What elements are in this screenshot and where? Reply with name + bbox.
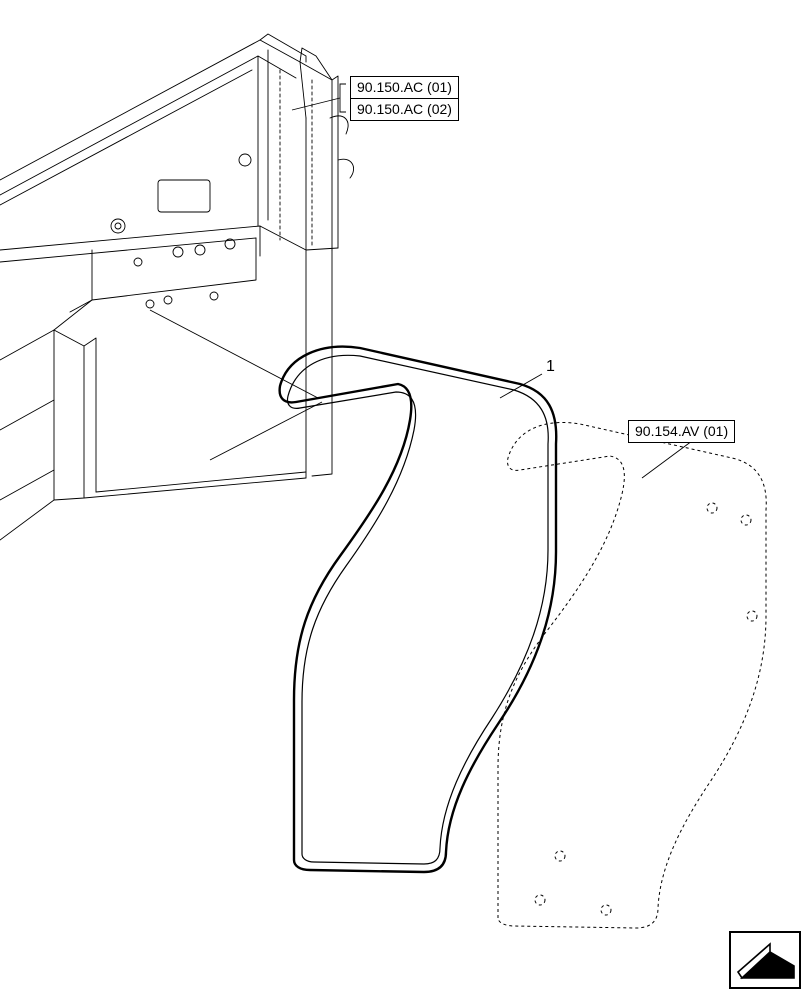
- cab-frame: [0, 34, 354, 540]
- ref-label-ac-01: 90.150.AC (01): [350, 76, 459, 99]
- ref-label-av-01: 90.154.AV (01): [628, 420, 735, 443]
- diagram-canvas: 90.150.AC (01) 90.150.AC (02) 90.154.AV …: [0, 0, 812, 1000]
- ref-label-ac-02: 90.150.AC (02): [350, 98, 459, 121]
- corner-page-icon: [730, 932, 800, 988]
- glass-panel: [498, 422, 766, 928]
- seal-outline: [280, 347, 557, 872]
- leaders: [150, 84, 696, 478]
- callout-1: 1: [544, 358, 557, 376]
- line-art: [0, 0, 812, 1000]
